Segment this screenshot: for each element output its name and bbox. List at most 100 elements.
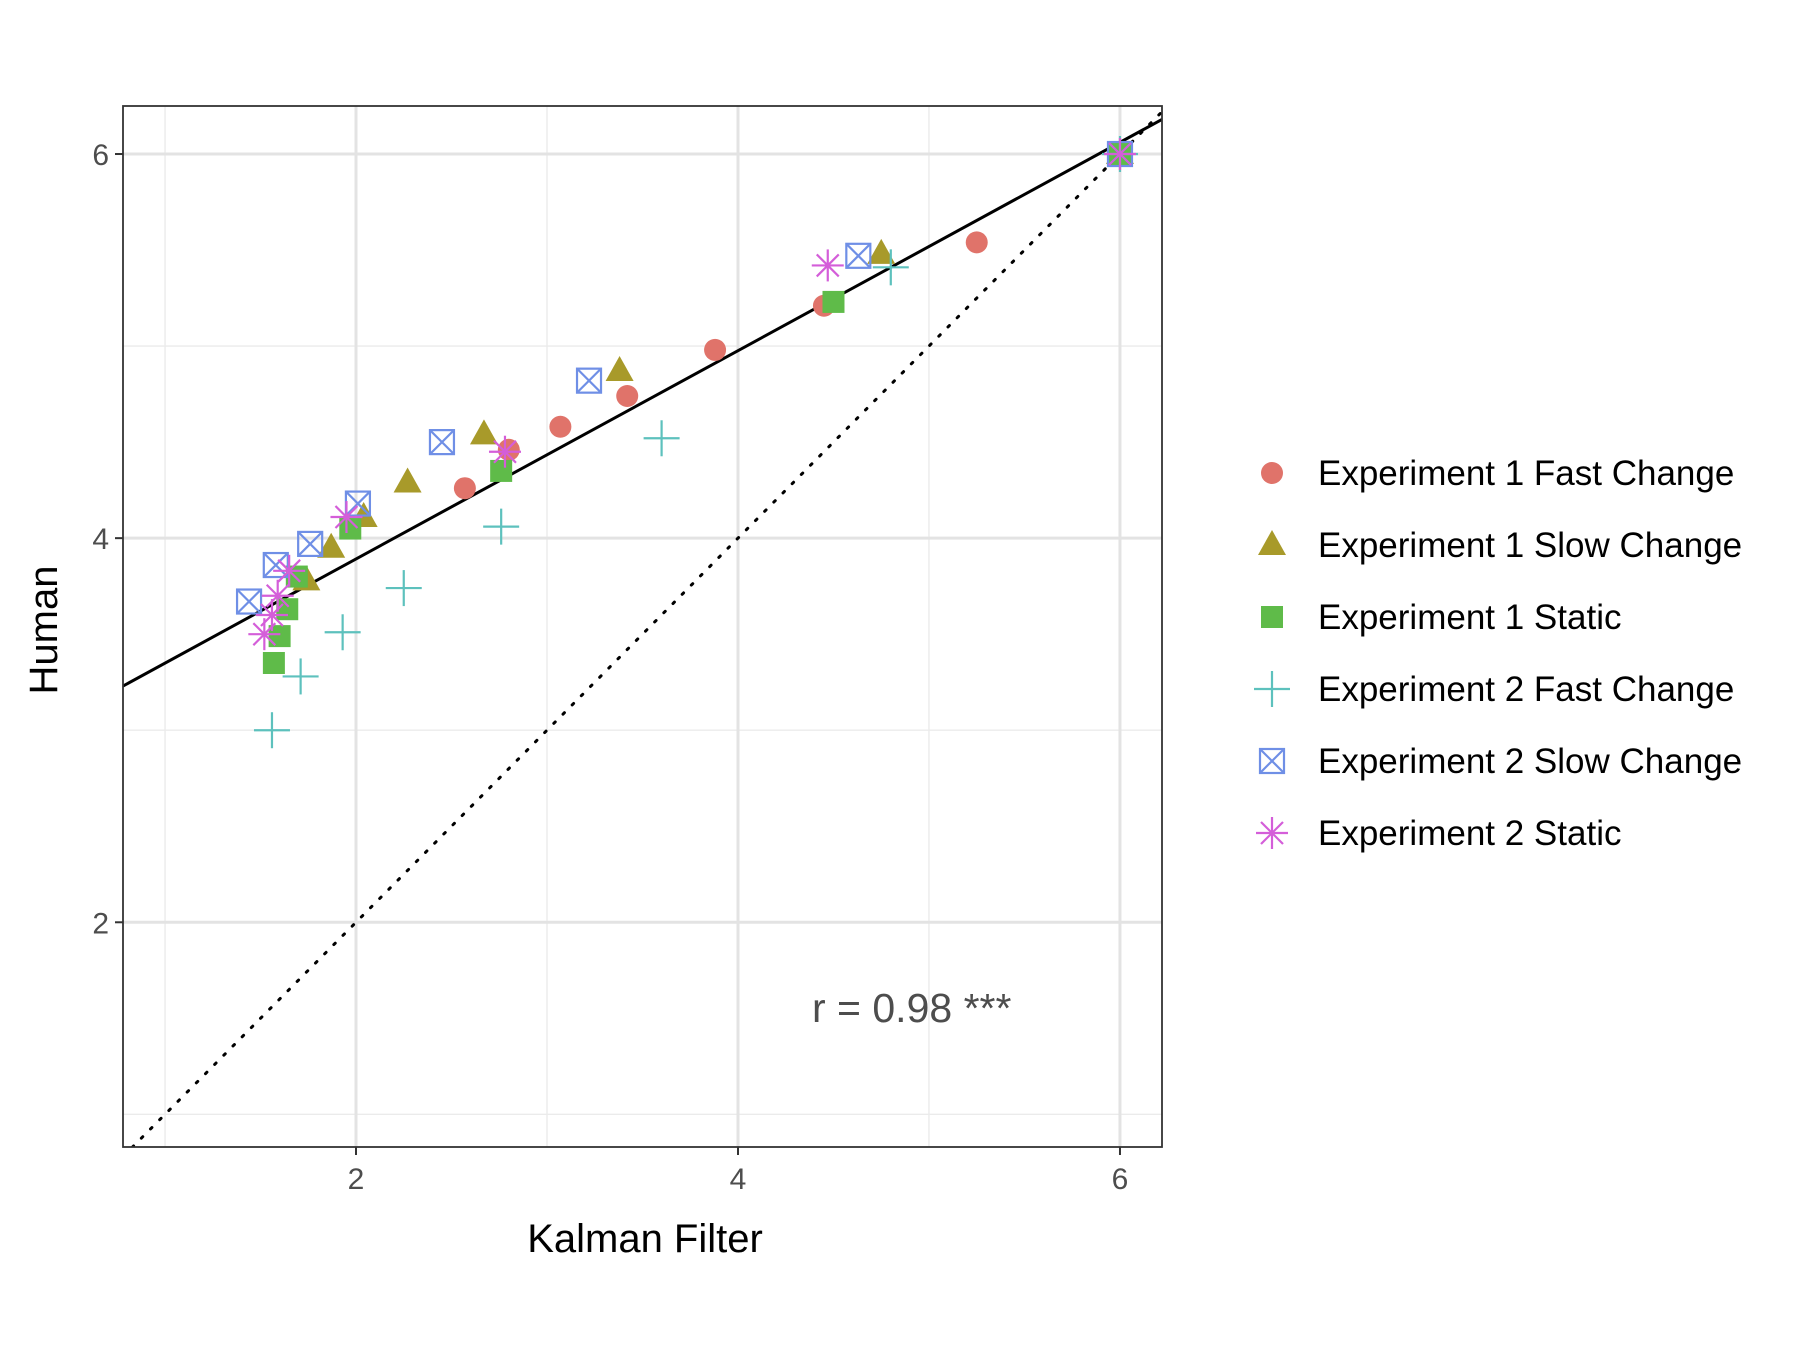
legend-key: [1254, 671, 1290, 707]
data-point: [324, 614, 361, 651]
legend-key: [1256, 817, 1288, 849]
data-point: [268, 625, 291, 648]
triangle-marker-shape: [469, 419, 498, 445]
data-point: [282, 658, 319, 695]
circle-marker-shape: [497, 438, 520, 461]
data-points: [235, 136, 1138, 749]
data-point: [490, 459, 513, 482]
box-marker-cross: [576, 367, 602, 394]
legend-item: Experiment 2 Fast Change: [1254, 670, 1734, 709]
data-point: [605, 356, 634, 382]
series-4: [253, 136, 1138, 749]
star-marker-stroke: [277, 559, 301, 583]
box-marker-cross: [263, 552, 289, 578]
legend-item: Experiment 1 Fast Change: [1261, 454, 1734, 493]
triangle-marker-shape: [867, 238, 896, 264]
data-point: [385, 570, 422, 607]
series-6: [248, 138, 1136, 651]
data-point: [575, 367, 603, 394]
data-point: [428, 429, 456, 456]
x-tick-label: 4: [730, 1163, 747, 1196]
data-point: [297, 530, 324, 558]
square-marker-shape: [490, 459, 513, 482]
box-marker-outline: [297, 530, 324, 558]
data-point: [255, 598, 288, 631]
reference-lines: [123, 110, 1162, 1147]
star-marker-stroke: [334, 505, 359, 529]
y-tick-label: 4: [92, 523, 109, 556]
box-marker-outline: [428, 429, 456, 456]
legend-label: Experiment 2 Fast Change: [1318, 670, 1734, 709]
circle-marker-shape: [1261, 462, 1283, 484]
data-point: [616, 385, 639, 408]
axis-ticks: 2 4 6 2 4 6: [92, 139, 1128, 1196]
data-point: [262, 651, 285, 674]
data-point: [339, 517, 362, 540]
legend-label: Experiment 2 Static: [1318, 814, 1621, 853]
data-point: [872, 249, 909, 286]
triangle-marker-shape: [393, 467, 422, 493]
circle-marker-shape: [704, 338, 727, 361]
box-marker-outline: [1258, 747, 1286, 775]
square-marker-shape: [262, 651, 285, 674]
legend: Experiment 1 Fast Change Experiment 1 Slo…: [1254, 454, 1742, 853]
legend-item: Experiment 2 Static: [1256, 814, 1621, 853]
legend-item: Experiment 2 Slow Change: [1258, 742, 1742, 781]
data-point: [469, 419, 498, 445]
data-point: [276, 598, 299, 621]
triangle-marker-shape: [317, 532, 346, 558]
data-point: [643, 420, 680, 457]
legend-key: [1261, 606, 1283, 628]
star-marker-stroke: [265, 583, 290, 608]
legend-key: [1258, 747, 1286, 775]
box-marker-outline: [845, 242, 872, 269]
identity-line: [130, 110, 1162, 1147]
box-marker-outline: [235, 588, 263, 615]
legend-label: Experiment 2 Slow Change: [1318, 742, 1742, 781]
data-point: [867, 238, 896, 264]
circle-marker-shape: [453, 477, 476, 500]
box-marker-cross: [429, 429, 455, 455]
data-point: [483, 508, 520, 545]
data-point: [261, 579, 294, 612]
data-point: [965, 231, 988, 254]
legend-key: [1258, 530, 1286, 555]
legend-label: Experiment 1 Fast Change: [1318, 454, 1734, 493]
data-point: [704, 338, 727, 361]
data-point: [497, 438, 520, 461]
data-point: [845, 242, 872, 269]
data-point: [330, 501, 363, 534]
box-marker-cross: [236, 588, 262, 615]
square-marker-shape: [822, 290, 845, 313]
star-marker-stroke: [1108, 142, 1132, 166]
correlation-annotation: r = 0.98 ***: [812, 985, 1011, 1031]
data-point: [1103, 138, 1136, 171]
plot-panel-border: [122, 105, 1163, 1148]
star-marker-stroke: [493, 439, 517, 464]
circle-marker-shape: [549, 415, 572, 438]
box-marker-outline: [262, 551, 289, 579]
box-marker-cross: [1259, 748, 1285, 774]
y-tick-label: 2: [92, 907, 109, 940]
regression-line: [123, 118, 1162, 688]
star-marker-stroke: [260, 603, 284, 627]
legend-label: Experiment 1 Static: [1318, 598, 1621, 637]
x-tick-label: 2: [348, 1163, 365, 1196]
data-point: [549, 415, 572, 438]
y-axis-title: Human: [22, 566, 66, 695]
data-point: [453, 477, 476, 500]
triangle-marker-shape: [1258, 530, 1286, 555]
data-point: [822, 290, 845, 313]
square-marker-shape: [1261, 606, 1283, 628]
data-point: [393, 467, 422, 493]
data-point: [273, 554, 306, 587]
data-point: [262, 551, 289, 579]
box-marker-cross: [845, 243, 872, 269]
legend-key: [1261, 462, 1283, 484]
legend-item: Experiment 1 Static: [1261, 598, 1621, 637]
x-axis-title: Kalman Filter: [527, 1217, 763, 1261]
triangle-marker-shape: [605, 356, 634, 382]
star-marker-stroke: [1260, 821, 1284, 845]
box-marker-outline: [575, 367, 603, 394]
